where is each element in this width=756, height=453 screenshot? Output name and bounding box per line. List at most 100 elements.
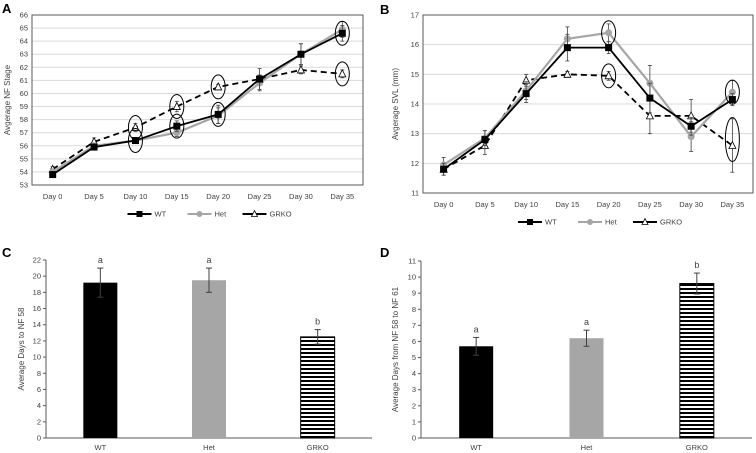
legend-label: GRKO [270,210,292,219]
y-tick-label: 2 [37,417,41,426]
data-point-wt [49,171,57,179]
y-tick-label: 3 [412,385,416,394]
y-tick-label: 14 [33,320,41,329]
legend-label: Het [605,218,618,227]
y-tick-label: 10 [408,273,416,282]
y-tick-label: 2 [412,401,416,410]
x-tick-label: GRKO [686,443,708,452]
y-tick-label: 8 [412,305,416,314]
x-tick-label: Day 10 [124,192,148,201]
y-tick-label: 12 [411,159,419,168]
x-tick-label: Het [203,443,216,452]
bar-wt [83,282,118,438]
data-point-wt [214,110,222,118]
legend-marker-grko [250,209,259,217]
y-tick-label: 5 [412,353,416,362]
x-tick-label: Day 30 [679,200,703,209]
x-tick-label: GRKO [307,443,329,452]
significance-label: a [206,255,211,265]
y-tick-label: 16 [33,304,41,313]
plot-frame [422,14,754,194]
data-point-grko [728,140,737,149]
y-tick-label: 0 [412,434,416,443]
y-tick-label: 64 [20,37,28,46]
legend-marker-het [196,211,203,217]
data-point-wt [256,75,264,83]
series-line-grko [52,69,343,171]
y-tick-label: 13 [411,129,419,138]
x-tick-label: Day 30 [289,192,313,201]
series-line-wt [443,46,733,170]
legend-marker-wt [527,219,533,225]
data-point-wt [338,29,346,37]
data-point-het [173,129,181,137]
legend-marker-grko [641,217,649,225]
legend-label: WT [155,210,167,219]
y-tick-label: 54 [20,167,28,176]
y-tick-label: 6 [37,385,41,394]
x-tick-label: Het [581,443,594,452]
series-line-grko [443,73,733,171]
annotation-ellipse [210,101,226,127]
y-tick-label: 63 [20,50,28,59]
panel-d: D 0 1 2 3 4 5 6 7 8 9 10 11 Average Days from NF 58 t… [380,245,752,452]
panel-b: B 11 12 13 14 15 16 17 Day 0 Day 5 Day 10 Day 15 Day… [380,2,754,227]
significance-label: a [584,317,589,327]
x-tick-label: Day 5 [475,200,495,209]
y-tick-label: 65 [20,24,28,33]
bar-grko [679,283,715,439]
annotation-ellipse [334,20,350,46]
y-tick-label: 6 [412,337,416,346]
annotation-ellipse [601,63,617,89]
data-point-wt [687,122,695,130]
x-tick-label: Day 20 [206,192,230,201]
data-point-wt [297,50,305,58]
y-axis-label: Avgerage NF Stage [3,64,12,135]
y-tick-label: 66 [20,11,28,20]
plot-frame [31,14,364,186]
annotation-ellipse [127,128,143,154]
data-point-grko [604,70,613,80]
data-point-wt [90,143,98,151]
y-tick-label: 8 [37,369,41,378]
y-tick-label: 11 [408,257,416,266]
y-tick-label: 59 [20,102,28,111]
data-point-wt [131,137,139,145]
bar-wt [459,346,494,438]
significance-label: a [98,255,103,265]
legend-marker-wt [136,211,143,217]
x-tick-label: Day 20 [597,200,621,209]
data-point-wt [646,94,654,102]
data-point-wt [481,136,489,144]
annotation-ellipse [334,61,350,87]
y-axis-label: Average Days to NF 58 [17,307,26,391]
significance-label: a [474,324,479,334]
y-tick-label: 58 [20,115,28,124]
data-point-grko [214,82,223,91]
y-tick-label: 56 [20,141,28,150]
y-tick-label: 4 [37,401,41,410]
data-point-grko [172,101,181,110]
annotation-ellipse [724,117,740,163]
panel-c: C 0 2 4 6 8 10 12 14 16 18 20 22 Average Days to NF 5… [2,245,372,452]
legend-marker-het [587,219,593,225]
y-tick-label: 0 [37,434,41,443]
data-point-grko [645,110,655,120]
annotation-ellipse [601,20,617,46]
data-point-wt [563,44,571,52]
x-tick-label: WT [94,443,106,452]
legend: WT Het GRKO [518,218,682,227]
y-tick-label: 1 [412,417,416,426]
y-tick-label: 20 [33,272,41,281]
y-tick-label: 17 [411,11,419,20]
panel-label: A [2,1,12,16]
y-tick-label: 16 [411,40,419,49]
legend-label: WT [545,218,557,227]
panel-label: C [2,245,12,260]
x-tick-label: Day 35 [720,200,744,209]
data-point-grko [563,69,572,78]
y-tick-label: 53 [20,181,28,190]
x-tick-label: Day 0 [43,192,63,201]
y-tick-label: 12 [33,336,41,345]
y-axis-label: Average Days from NF 58 to NF 61 [391,286,400,412]
